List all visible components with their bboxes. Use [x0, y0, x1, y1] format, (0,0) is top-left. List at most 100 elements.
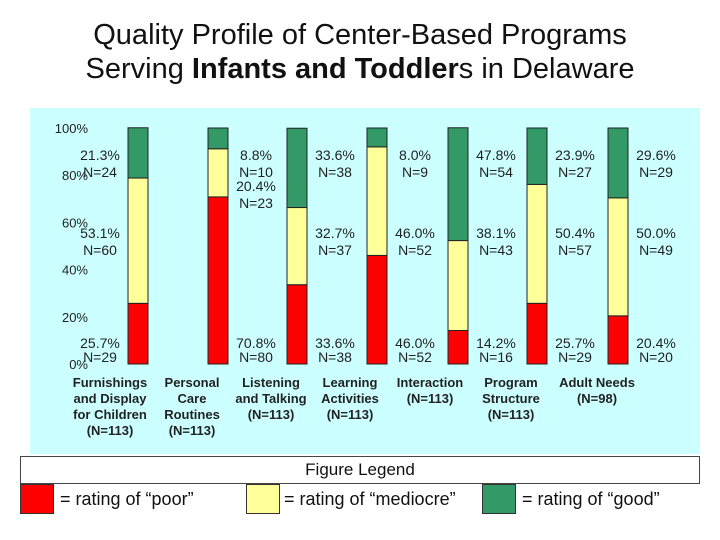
chart-area: 0% 20% 40% 60% 80% 100% 25.7% N=29 53.1% N=60 21.3… — [30, 108, 700, 454]
bar-segment-poor — [286, 284, 308, 365]
data-label-pct: 25.7% — [80, 335, 120, 351]
bar-segment-mediocre — [207, 148, 229, 198]
bar-segment-poor — [207, 196, 229, 365]
bar-segment-mediocre — [286, 207, 308, 286]
data-label-n: N=38 — [318, 164, 352, 180]
data-label-pct: 21.3% — [80, 147, 120, 163]
data-label-pct: 8.8% — [240, 147, 272, 163]
y-tick-label: 100% — [55, 121, 89, 136]
bar-segment-good — [207, 127, 229, 150]
data-label-pct: 23.9% — [555, 147, 595, 163]
category-label-line: Adult Needs — [559, 375, 635, 390]
data-label-n: N=20 — [639, 349, 673, 365]
y-tick-label: 60% — [62, 215, 88, 230]
category-label-line: (N=113) — [87, 423, 134, 438]
data-label-n: N=49 — [639, 242, 673, 258]
bar-segment-good — [607, 127, 629, 199]
data-label-pct: 20.4% — [236, 178, 276, 194]
data-label-n: N=16 — [479, 349, 513, 365]
category-label-line: Learning — [323, 375, 378, 390]
category-label-line: (N=98) — [577, 391, 617, 406]
data-label-n: N=57 — [558, 242, 592, 258]
data-label-pct: 46.0% — [395, 335, 435, 351]
legend-label-poor: = rating of “poor” — [60, 489, 194, 509]
legend-title: Figure Legend — [20, 456, 700, 484]
bar-segment-poor — [526, 302, 548, 365]
data-label-n: N=43 — [479, 242, 513, 258]
data-label-n: N=54 — [479, 164, 513, 180]
category-label-line: Personal — [165, 375, 220, 390]
category-label-line: Routines — [164, 407, 220, 422]
bar-segment-mediocre — [607, 197, 629, 317]
bar-segment-mediocre — [127, 177, 149, 304]
data-label-pct: 8.0% — [399, 147, 431, 163]
data-label-n: N=38 — [318, 349, 352, 365]
data-label-pct: 33.6% — [315, 147, 355, 163]
bar-segment-poor — [127, 302, 149, 365]
data-label-pct: 20.4% — [636, 335, 676, 351]
data-label-n: N=52 — [398, 349, 432, 365]
category-label-line: (N=113) — [488, 407, 535, 422]
chart-title: Quality Profile of Center-Based Programs… — [0, 18, 720, 86]
data-label-pct: 25.7% — [555, 335, 595, 351]
category-label-line: and Talking — [235, 391, 306, 406]
y-tick-label: 0% — [69, 357, 88, 372]
legend-swatch-good — [482, 484, 516, 514]
data-label-pct: 33.6% — [315, 335, 355, 351]
data-label-pct: 47.8% — [476, 147, 516, 163]
title-line-1: Quality Profile of Center-Based Programs — [93, 19, 627, 51]
data-label-pct: 14.2% — [476, 335, 516, 351]
bar-segment-poor — [447, 329, 469, 365]
data-label-n: N=10 — [239, 164, 273, 180]
category-label-line: Interaction — [397, 375, 464, 390]
data-label-n: N=24 — [83, 164, 117, 180]
bar-segment-poor — [366, 254, 388, 365]
data-label-pct: 53.1% — [80, 225, 120, 241]
legend-swatch-mediocre — [246, 484, 280, 514]
data-label-n: N=52 — [398, 242, 432, 258]
data-label-pct: 29.6% — [636, 147, 676, 163]
bar-segment-mediocre — [447, 240, 469, 331]
category-label-line: (N=113) — [248, 407, 295, 422]
legend-swatch-poor — [20, 484, 54, 514]
bar-segment-good — [286, 127, 308, 209]
category-label-line: Structure — [482, 391, 540, 406]
bar-segment-mediocre — [366, 146, 388, 256]
category-label-line: Listening — [242, 375, 300, 390]
title-line-2-pre: Serving — [85, 53, 192, 85]
bar-segment-good — [366, 127, 388, 148]
category-label-line: Furnishings — [73, 375, 147, 390]
data-label-n: N=37 — [318, 242, 352, 258]
data-label-pct: 70.8% — [236, 335, 276, 351]
legend-label-mediocre: = rating of “mediocre” — [284, 489, 456, 509]
legend: = rating of “poor” = rating of “mediocre… — [20, 484, 700, 514]
legend-label-good: = rating of “good” — [522, 489, 660, 509]
bar-segment-poor — [607, 315, 629, 365]
data-label-n: N=29 — [83, 349, 117, 365]
bar-segment-good — [127, 127, 149, 179]
category-label-line: (N=113) — [169, 423, 216, 438]
data-label-n: N=27 — [558, 164, 592, 180]
data-label-n: N=60 — [83, 242, 117, 258]
data-label-n: N=29 — [558, 349, 592, 365]
title-line-2-post: s in Delaware — [458, 53, 635, 85]
category-label-line: for Children — [73, 407, 147, 422]
bar-segment-good — [526, 127, 548, 185]
category-label-line: (N=113) — [327, 407, 374, 422]
data-label-pct: 32.7% — [315, 225, 355, 241]
y-tick-label: 20% — [62, 310, 88, 325]
category-label-line: Care — [178, 391, 207, 406]
data-label-pct: 38.1% — [476, 225, 516, 241]
stacked-bar-chart: 0%20%40%60%80%100%25.7%N=2953.1%N=6021.3… — [55, 121, 676, 438]
bar-segment-mediocre — [526, 183, 548, 304]
data-label-n: N=9 — [402, 164, 428, 180]
data-label-n: N=29 — [639, 164, 673, 180]
title-line-2-bold: Infants and Toddler — [191, 53, 459, 85]
y-tick-label: 40% — [62, 263, 88, 278]
bar-segment-good — [447, 127, 469, 242]
data-label-pct: 50.4% — [555, 225, 595, 241]
category-label-line: Activities — [321, 391, 379, 406]
data-label-n: N=23 — [239, 195, 273, 211]
data-label-pct: 46.0% — [395, 225, 435, 241]
category-label-line: Program — [484, 375, 537, 390]
